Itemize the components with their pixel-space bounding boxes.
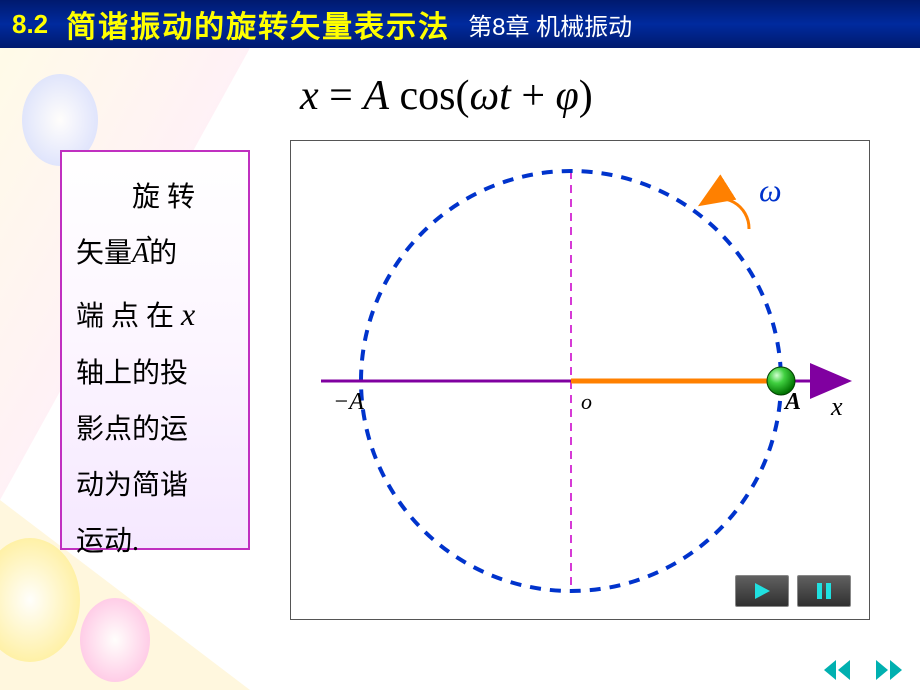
vector-arrow-icon: ⇀ <box>134 220 151 260</box>
formula-func: cos( <box>389 73 469 119</box>
minus-A-label: −A <box>333 389 364 415</box>
section-number: 8.2 <box>12 9 48 40</box>
text-1: 旋 转 <box>132 182 195 213</box>
text-7: 运动. <box>76 526 139 557</box>
pause-icon <box>814 581 834 601</box>
formula-eq: = <box>319 73 364 119</box>
play-button[interactable] <box>735 575 789 607</box>
formula-amp: A <box>363 73 389 119</box>
formula-plus: + <box>511 73 556 119</box>
x-axis-label: x <box>830 392 843 421</box>
origin-label: o <box>581 389 592 414</box>
pause-button[interactable] <box>797 575 851 607</box>
text-5: 影点的运 <box>76 414 188 445</box>
phasor-diagram: ω −A A o x <box>290 140 870 620</box>
vector-A: ⇀A <box>132 238 149 269</box>
phasor-svg: ω −A A o x <box>291 141 871 621</box>
text-4: 轴上的投 <box>76 358 188 389</box>
description-box: 旋 转 矢量⇀A的 端 点 在 x 轴上的投 影点的运 动为简谐 运动. <box>60 150 250 550</box>
text-2b: 的 <box>149 238 177 269</box>
formula-phi: φ <box>556 73 579 119</box>
prev-slide-button[interactable] <box>820 656 856 684</box>
text-2a: 矢量 <box>76 238 132 269</box>
text-6: 动为简谐 <box>76 470 188 501</box>
x-variable: x <box>181 296 195 332</box>
formula-omega: ω <box>469 73 499 119</box>
A-label: A <box>783 389 801 415</box>
formula-t: t <box>499 73 511 119</box>
omega-label: ω <box>759 172 782 208</box>
indent <box>76 182 132 213</box>
text-3a: 端 点 在 <box>76 301 174 332</box>
play-icon <box>752 581 772 601</box>
equation: x = A cos(ωt + φ) <box>300 72 593 120</box>
formula-lhs: x <box>300 73 319 119</box>
slide-nav <box>820 656 906 684</box>
next-slide-button[interactable] <box>870 656 906 684</box>
chapter-label: 第8章 机械振动 <box>468 7 632 42</box>
slide-header: 8.2 简谐振动的旋转矢量表示法 第8章 机械振动 <box>0 0 920 48</box>
section-title: 简谐振动的旋转矢量表示法 <box>66 2 450 46</box>
formula-close: ) <box>579 73 593 119</box>
